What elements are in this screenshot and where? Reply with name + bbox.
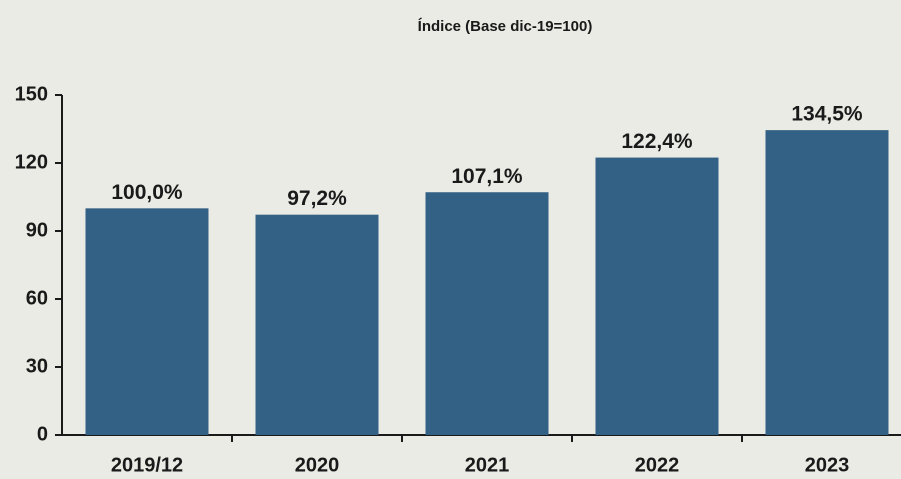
bar [765, 130, 889, 435]
y-tick-label: 150 [15, 83, 48, 105]
chart-title: Índice (Base dic-19=100) [418, 18, 593, 35]
value-label: 122,4% [621, 130, 693, 153]
value-label: 134,5% [791, 103, 863, 126]
y-tick-label: 90 [26, 219, 48, 241]
bar [255, 214, 379, 435]
y-tick-label: 120 [15, 151, 48, 173]
bar [595, 157, 719, 435]
x-tick-label: 2023 [805, 454, 850, 476]
x-tick-label: 2022 [635, 454, 680, 476]
value-label: 97,2% [287, 187, 347, 210]
y-tick-label: 60 [26, 287, 48, 309]
y-tick-label: 30 [26, 355, 48, 377]
x-tick-label: 2019/12 [111, 454, 183, 476]
x-tick-label: 2021 [465, 454, 510, 476]
bar [425, 192, 549, 435]
y-tick-label: 0 [37, 423, 48, 445]
value-label: 100,0% [111, 181, 183, 204]
bar [85, 208, 209, 435]
value-label: 107,1% [451, 165, 523, 188]
x-tick-label: 2020 [295, 454, 340, 476]
